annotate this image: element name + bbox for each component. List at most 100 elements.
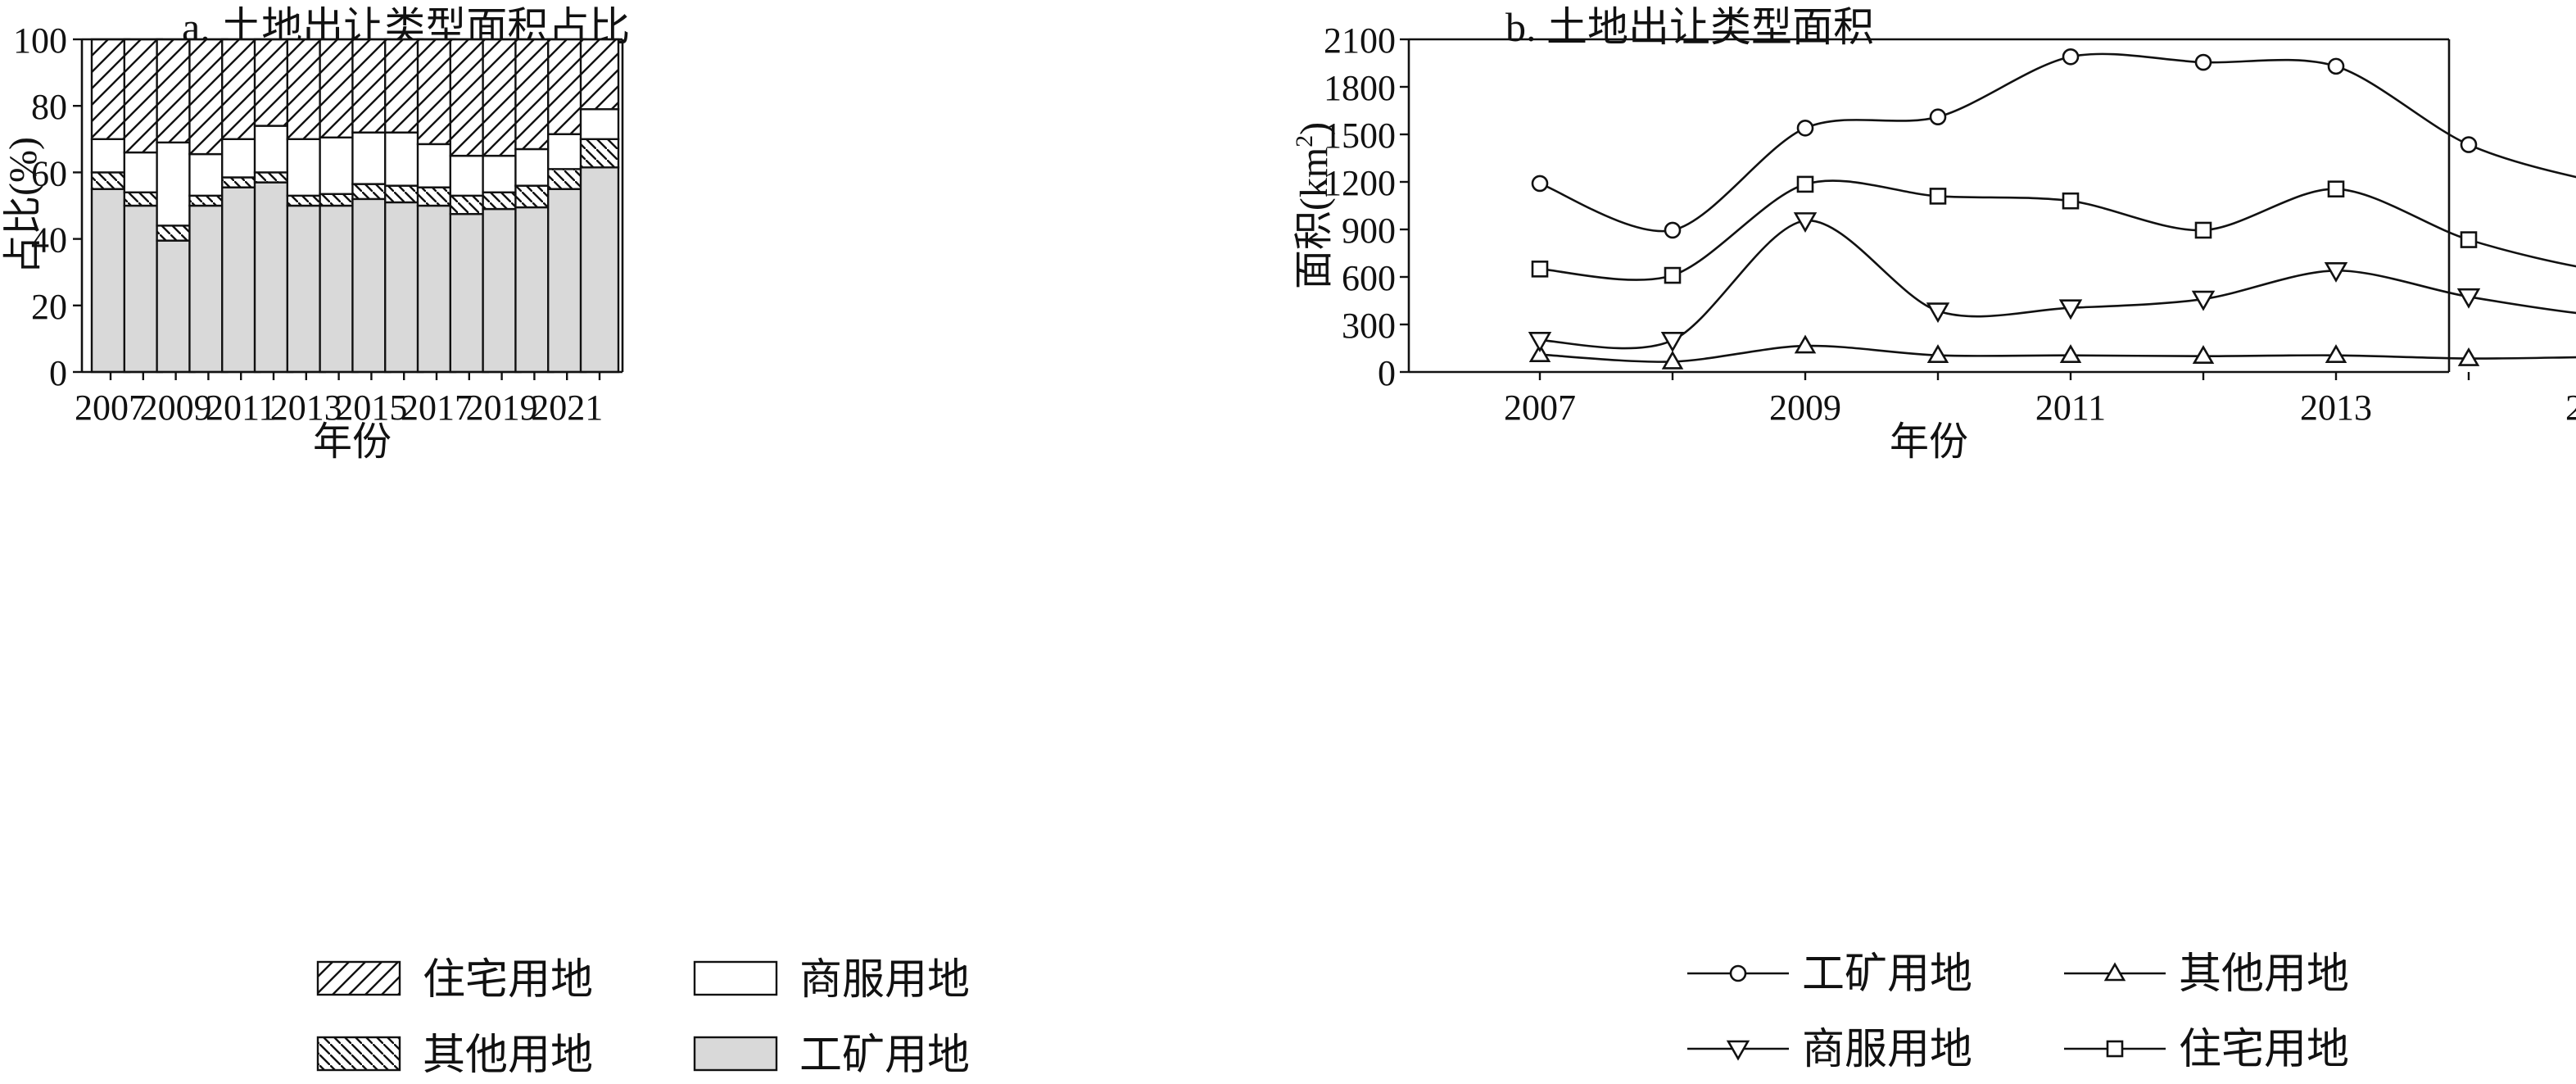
panel-b-y-tick-label: 1800 [1324,68,1396,108]
line-commercial [1539,220,2576,350]
point-mining-2007 [1531,175,1549,193]
legend-swatch-other [316,1036,401,1072]
legend-swatch-commercial [693,960,778,996]
panel-a-x-tick-label: 2015 [335,388,407,428]
point-mining-2008 [1664,221,1682,239]
point-other-2014 [2457,347,2480,366]
panel-b-axes: 0 300 600 900 1200 1500 1800 2100 2007 2009 2011 20… [1291,20,2576,464]
legend-label-commercial: 商服用地 [1802,1027,1972,1073]
panel-b-y-tick-label: 600 [1342,258,1396,298]
point-other-2012 [2192,345,2215,364]
panel-b-title: b. 土地出让类型面积 [1505,4,1874,50]
point-commercial-2012 [2191,290,2216,311]
bar-residential-2019 [482,38,522,157]
panel-a-y-axis-label: 占比(%) [2,137,45,274]
point-other-2009 [1794,334,1817,354]
bar-commercial-2010 [188,152,229,197]
bar-commercial-2014 [319,136,359,195]
legend-label-mining: 工矿用地 [1802,951,1972,998]
panel-a-y-tick-label: 20 [31,287,67,327]
bar-other-2021 [547,168,587,190]
line-other [1539,344,2576,363]
legend-swatch-mining [693,1036,778,1072]
bar-commercial-2012 [253,125,294,174]
legend-swatch-residential [316,960,401,996]
point-residential-2013 [2327,180,2345,197]
point-commercial-2007 [1528,332,1552,352]
bar-mining-2017 [416,204,457,374]
point-other-2013 [2325,344,2347,364]
point-residential-2010 [1929,188,1947,205]
bar-residential-2008 [123,38,164,154]
panel-b-series-lines [1528,48,2576,370]
legend-marker-mining [1729,964,1747,982]
panel-b-x-tick-label: 2009 [1769,388,1841,428]
point-residential-2008 [1664,266,1682,284]
legend-label-residential: 住宅用地 [423,957,593,1004]
panel-a-stacked-bar-chart: a. 土地出让类型面积占比 02040608010020072009201120… [2,4,970,1079]
legend-label-mining: 工矿用地 [799,1032,970,1079]
panel-b-y-tick-label: 300 [1342,306,1396,346]
panel-b-x-tick-label: 2011 [2035,388,2106,428]
panel-b-y-axis-label: 面积(km2) [1291,122,1336,289]
panel-b-y-tick-label: 900 [1342,211,1396,251]
bar-residential-2011 [221,38,261,141]
panel-a-x-tick-label: 2007 [75,388,147,428]
bar-residential-2017 [416,38,457,146]
point-mining-2012 [2194,53,2212,71]
point-residential-2007 [1531,261,1549,278]
legend-label-residential: 住宅用地 [2179,1027,2349,1073]
point-other-2010 [1926,344,1949,364]
panel-a-x-axis-label: 年份 [313,420,392,464]
bar-mining-2012 [253,181,294,374]
bar-residential-2021 [547,38,587,135]
point-mining-2014 [2460,136,2478,153]
panel-b-x-tick-label: 2015 [2565,388,2576,428]
panel-a-x-tick-label: 2011 [206,388,276,428]
panel-a-y-tick-label: 0 [49,353,67,393]
point-mining-2009 [1796,119,1814,137]
point-commercial-2008 [1660,332,1685,352]
panel-a-y-tick-label: 80 [31,87,67,127]
bar-mining-2010 [188,204,229,374]
bar-residential-2022 [579,38,620,111]
point-mining-2013 [2327,57,2345,75]
legend-marker-residential [2106,1040,2124,1058]
panel-b-y-tick-label: 1500 [1324,116,1396,156]
panel-a-y-tick-label: 100 [13,20,67,61]
panel-a-x-tick-label: 2017 [401,388,473,428]
panel-a-x-tick-label: 2009 [140,388,212,428]
legend-label-other: 其他用地 [2179,951,2349,998]
point-residential-2014 [2460,231,2478,248]
line-residential [1539,179,2576,281]
legend-label-other: 其他用地 [423,1032,593,1079]
panel-b-x-tick-label: 2013 [2300,388,2372,428]
point-other-2008 [1661,350,1684,370]
panel-b-y-tick-label: 0 [1378,353,1396,393]
panel-a-y-tick-label: 60 [31,153,67,193]
panel-b-line-chart: b. 土地出让类型面积 0 300 600 900 1200 1500 1800 2100 20… [1291,4,2576,1073]
panel-a-y-tick-label: 40 [31,220,67,261]
bar-residential-2020 [514,38,555,151]
bar-commercial-2013 [286,138,326,197]
panel-a-x-tick-label: 2021 [531,388,603,428]
line-mining [1539,52,2576,233]
legend-marker-commercial [1726,1040,1750,1061]
point-other-2011 [2059,344,2082,364]
panel-b-y-tick-label: 1200 [1324,163,1396,203]
point-commercial-2013 [2324,261,2348,283]
point-residential-2012 [2194,221,2212,239]
point-mining-2011 [2062,48,2080,66]
point-residential-2011 [2062,192,2080,210]
point-commercial-2010 [1926,302,1950,324]
bar-residential-2014 [319,38,359,138]
point-other-2007 [1528,343,1551,363]
bar-residential-2018 [449,38,489,157]
legend-marker-other [2103,962,2126,982]
point-commercial-2014 [2456,288,2481,309]
panel-b-x-tick-label: 2007 [1504,388,1576,428]
panel-a-x-tick-label: 2019 [466,388,538,428]
bar-mining-2022 [579,166,620,374]
